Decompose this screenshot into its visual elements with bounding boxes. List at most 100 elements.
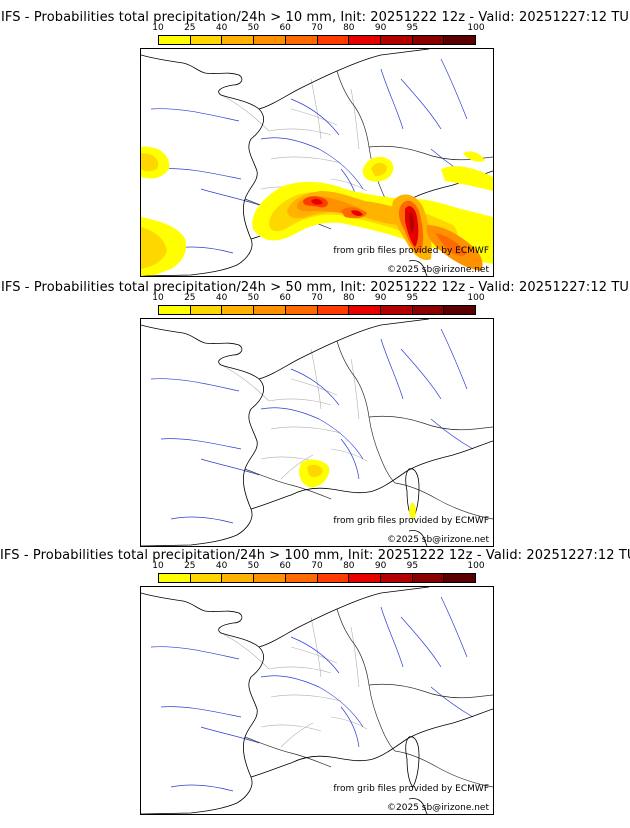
colorbar-swatch [285, 574, 318, 582]
sardinia-coast [408, 530, 428, 546]
precip-overlay [299, 459, 416, 519]
admin-border [268, 398, 332, 406]
admin-border [290, 646, 338, 664]
colorbar-swatch [317, 574, 350, 582]
colorbar-tick-label: 10 [152, 561, 164, 571]
river [200, 188, 260, 206]
colorbar-tick-label: 40 [215, 561, 228, 571]
river [400, 616, 442, 668]
sardinia-coast [408, 798, 428, 814]
colorbar-tick-label: 10 [152, 293, 164, 303]
river [440, 58, 468, 120]
admin-border [268, 666, 332, 674]
coastline [250, 708, 493, 778]
colorbar: 10 25 40 50 60 70 80 90 95 100 [152, 293, 485, 315]
precip-overlay [141, 146, 493, 276]
river [160, 706, 242, 718]
colorbar-tick-label: 25 [184, 561, 196, 571]
river [200, 726, 260, 744]
admin-border [220, 632, 270, 670]
admin-border [350, 626, 360, 688]
colorbar-swatch [159, 36, 191, 44]
panel-title: IFS - Probabilities total precipitation/… [0, 10, 630, 25]
colorbar-tick-label: 95 [406, 23, 419, 33]
colorbar-swatch [444, 574, 476, 582]
river [440, 596, 468, 658]
admin-border [280, 454, 314, 480]
map: from grib files provided by ECMWF ©2025 … [140, 48, 494, 277]
country-border [394, 750, 493, 788]
colorbar-ticks: 10 25 40 50 60 70 80 90 95 100 [152, 561, 484, 573]
admin-border [268, 128, 332, 136]
river [380, 68, 404, 130]
colorbar-swatch [190, 36, 223, 44]
colorbar-swatch [412, 574, 445, 582]
country-border [394, 482, 493, 520]
admin-border [220, 94, 270, 132]
admin-border [270, 156, 342, 164]
colorbar-swatch [222, 574, 255, 582]
river [380, 606, 404, 668]
country-border [368, 415, 493, 431]
country-border [336, 608, 396, 752]
river [440, 328, 468, 390]
coastline [258, 587, 430, 648]
coastline [258, 49, 430, 110]
colorbar: 10 25 40 50 60 70 80 90 95 100 [152, 561, 485, 583]
colorbar-tick-label: 100 [467, 293, 485, 303]
panel-100mm: IFS - Probabilities total precipitation/… [0, 544, 630, 828]
colorbar-swatch [222, 36, 255, 44]
colorbar-swatch [412, 306, 445, 314]
panel-title: IFS - Probabilities total precipitation/… [0, 280, 630, 295]
colorbar-swatch [317, 306, 350, 314]
river [260, 675, 364, 728]
colorbar-tick-label: 60 [279, 561, 291, 571]
credit-copyright: ©2025 sb@irizone.net [387, 265, 489, 275]
colorbar-tick-label: 90 [374, 23, 387, 33]
colorbar-swatch [380, 574, 413, 582]
panel-10mm: IFS - Probabilities total precipitation/… [0, 0, 630, 277]
admin-border [310, 348, 322, 410]
colorbar-tick-label: 90 [374, 561, 387, 571]
river [260, 137, 364, 190]
river [380, 338, 404, 400]
colorbar-swatches [158, 573, 476, 583]
colorbar-tick-label: 10 [152, 23, 164, 33]
colorbar-ticks: 10 25 40 50 60 70 80 90 95 100 [152, 23, 484, 35]
admin-border [350, 358, 360, 420]
credit-source: from grib files provided by ECMWF [333, 246, 489, 256]
colorbar-swatch [349, 36, 381, 44]
coastline [250, 440, 493, 510]
admin-border [280, 722, 314, 748]
colorbar-swatch [285, 36, 318, 44]
colorbar-tick-label: 70 [311, 561, 323, 571]
river [400, 78, 442, 130]
colorbar-tick-label: 80 [343, 293, 355, 303]
admin-border [350, 88, 360, 150]
colorbar-swatch [285, 306, 318, 314]
credit-copyright: ©2025 sb@irizone.net [387, 803, 489, 813]
corsica-coast [405, 736, 420, 788]
river [400, 348, 442, 400]
colorbar-swatch [190, 574, 223, 582]
sardinia-coast [408, 260, 428, 276]
colorbar-swatch [159, 306, 191, 314]
coastline [258, 319, 430, 380]
colorbar-tick-label: 50 [247, 293, 260, 303]
colorbar-swatch [159, 574, 191, 582]
admin-border [310, 616, 322, 678]
colorbar-tick-label: 25 [184, 293, 196, 303]
colorbar-swatches [158, 35, 476, 45]
map: from grib files provided by ECMWF ©2025 … [140, 318, 494, 547]
colorbar-ticks: 10 25 40 50 60 70 80 90 95 100 [152, 293, 484, 305]
colorbar-swatch [254, 306, 286, 314]
country-border [244, 468, 332, 500]
colorbar-tick-label: 100 [467, 561, 485, 571]
colorbar-swatch [444, 306, 476, 314]
admin-border [270, 694, 342, 702]
river [290, 368, 340, 406]
river [340, 438, 360, 480]
admin-border [220, 364, 270, 402]
colorbar-tick-label: 40 [215, 293, 228, 303]
colorbar-swatch [444, 36, 476, 44]
